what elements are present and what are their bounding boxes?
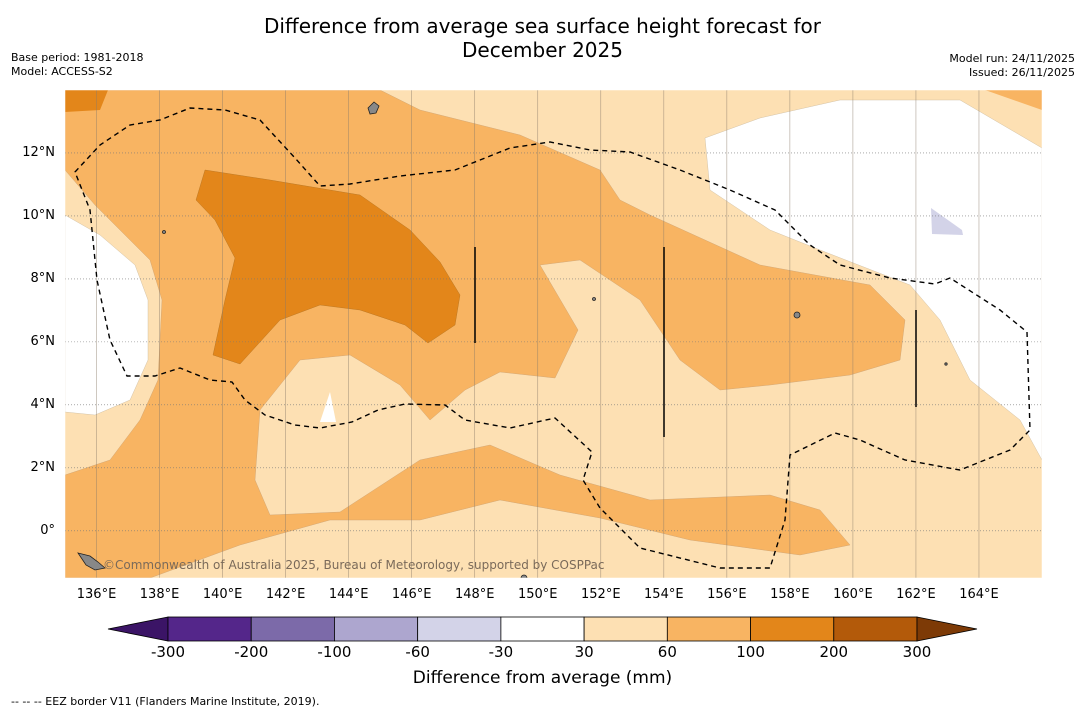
negative-patch [931,208,963,235]
map-frame [64,89,1043,579]
neutral-west [65,214,149,416]
lon-label: 164°E [959,587,999,602]
land-islands [77,101,948,578]
colorbar-box [750,616,835,642]
colorbar-tick-label: -100 [317,643,352,661]
credit-text: ©Commonwealth of Australia 2025, Bureau … [103,558,605,572]
colorbar-tick-label: -60 [405,643,430,661]
colorbar-box [167,616,252,642]
footnote: -- -- -- EEZ border V11 (Flanders Marine… [11,695,320,708]
lon-label: 152°E [581,587,621,602]
model-run: Model run: 24/11/2025 [949,52,1075,65]
colorbar-box [666,616,751,642]
lon-label: 148°E [454,587,495,602]
colorbar-tick-label: -30 [488,643,514,661]
lon-label: 140°E [202,587,243,602]
colorbar-box [334,616,419,642]
base-period: Base period: 1981-2018 [11,51,144,64]
band-100-200 [195,169,461,365]
colorbar-extend-low [107,616,169,642]
lat-label: 10°N [22,207,55,223]
meta-right: Model run: 24/11/2025 Issued: 26/11/2025 [949,52,1075,80]
colorbar-tick-label: 60 [657,643,677,661]
band-100-200-corner [65,90,108,112]
lat-label: 12°N [22,144,55,160]
colorbar-tick-label: 100 [736,643,765,661]
lon-label: 146°E [391,587,432,602]
neutral-small [320,392,336,422]
colorbar-extend-high [916,616,978,642]
colorbar-tick-label: -200 [234,643,269,661]
lon-label: 156°E [707,587,747,602]
issued-date: Issued: 26/11/2025 [968,66,1075,79]
lon-label: 150°E [517,587,558,602]
lat-label: 2°N [30,459,56,475]
lon-label: 144°E [328,587,369,602]
lon-label: 160°E [833,587,873,602]
colorbar-tick-label: 300 [902,643,932,661]
colorbar-tick-label: 200 [819,643,849,661]
colorbar-tick-label: -300 [150,643,186,661]
colorbar [107,616,978,642]
colorbar-title: Difference from average (mm) [412,668,673,688]
band-60-100-ne [985,90,1042,110]
meta-left: Base period: 1981-2018 Model: ACCESS-S2 [11,51,143,79]
title-line-2: December 2025 [462,38,623,62]
colorbar-box [250,616,335,642]
lon-label: 136°E [76,587,117,602]
title-line-1: Difference from average sea surface heig… [263,14,822,38]
chart-title: Difference from average sea surface heig… [0,14,1085,62]
neutral-ne [704,99,1042,461]
colorbar-box [500,616,585,642]
map-grid [65,90,1042,578]
lon-label: 154°E [644,587,684,602]
lon-label: 142°E [265,587,306,602]
lon-label: 158°E [770,587,810,602]
lat-label: 4°N [30,396,56,412]
colorbar-box [583,616,668,642]
contour-fill [65,90,1042,578]
lat-label: 6°N [30,333,56,349]
colorbar-box [417,616,502,642]
colorbar-box [833,616,918,642]
lat-label: 8°N [30,270,56,286]
lat-label: 0° [40,522,55,538]
eez-border [74,107,1031,569]
lon-label: 162°E [896,587,936,602]
colorbar-tick-label: 30 [574,643,594,661]
model-name: Model: ACCESS-S2 [11,65,113,78]
lon-label: 138°E [139,587,180,602]
